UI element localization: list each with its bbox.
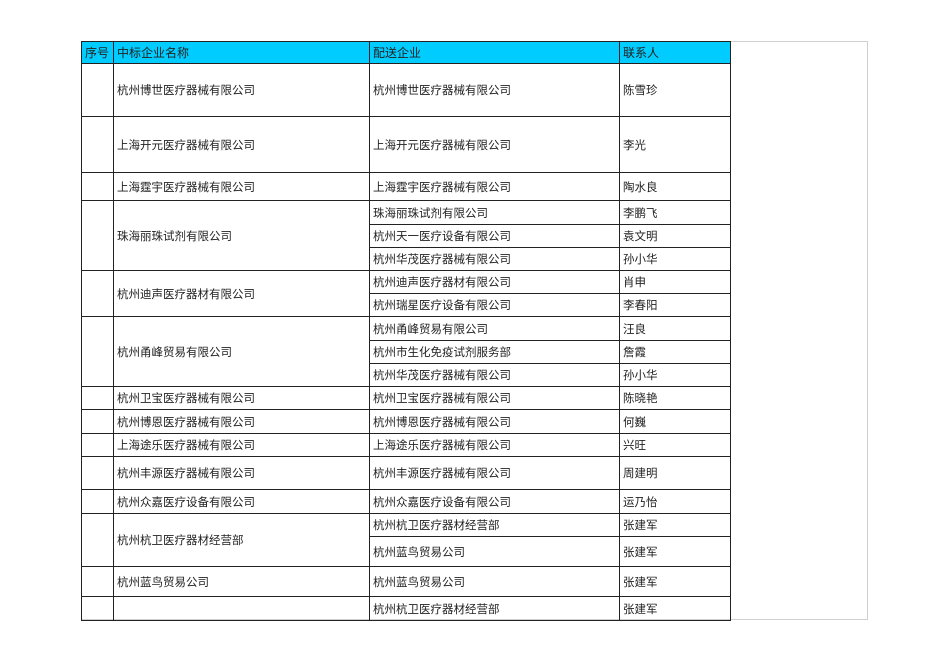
bidder-cell: 上海开元医疗器械有限公司 bbox=[113, 116, 370, 173]
seq-cell bbox=[81, 116, 114, 173]
contact-cell: 张建军 bbox=[619, 513, 731, 537]
table-row: 杭州丰源医疗器械有限公司 杭州丰源医疗器械有限公司 周建明 bbox=[81, 456, 731, 490]
table-row: 杭州杭卫医疗器材经营部 杭州杭卫医疗器材经营部 张建军 bbox=[81, 513, 731, 567]
distributor-cell: 上海开元医疗器械有限公司 bbox=[369, 116, 620, 173]
seq-cell bbox=[81, 456, 114, 490]
distributor-cell: 杭州众嘉医疗设备有限公司 bbox=[369, 489, 620, 514]
distributor-cell: 杭州华茂医疗器械有限公司 bbox=[369, 247, 620, 271]
table-row: 珠海丽珠试剂有限公司 珠海丽珠试剂有限公司 李鹏飞 bbox=[81, 200, 731, 271]
distributor-cell: 杭州天一医疗设备有限公司 bbox=[369, 224, 620, 248]
contact-cell: 运乃怡 bbox=[619, 489, 731, 514]
bidder-cell: 杭州甬峰贸易有限公司 bbox=[113, 316, 370, 387]
bidder-cell: 杭州杭卫医疗器材经营部 bbox=[113, 513, 370, 567]
distributor-cell: 上海途乐医疗器械有限公司 bbox=[369, 433, 620, 457]
seq-cell bbox=[81, 513, 114, 567]
seq-cell bbox=[81, 172, 114, 201]
supplier-table: 序号 中标企业名称 配送企业 联系人 杭州博世医疗器械有限公司 杭州博世医疗器械有… bbox=[81, 41, 731, 621]
contact-cell: 张建军 bbox=[619, 536, 731, 567]
seq-cell bbox=[81, 270, 114, 317]
seq-cell bbox=[81, 386, 114, 410]
distributor-cell: 杭州蓝鸟贸易公司 bbox=[369, 566, 620, 597]
contact-cell: 陶水良 bbox=[619, 172, 731, 201]
contact-cell: 李春阳 bbox=[619, 293, 731, 317]
contact-cell: 周建明 bbox=[619, 456, 731, 490]
seq-cell bbox=[81, 566, 114, 597]
contact-cell: 陈晓艳 bbox=[619, 386, 731, 410]
distributor-cell: 杭州迪声医疗器材有限公司 bbox=[369, 270, 620, 294]
seq-cell bbox=[81, 200, 114, 271]
bidder-cell: 杭州蓝鸟贸易公司 bbox=[113, 566, 370, 597]
contact-cell: 张建军 bbox=[619, 596, 731, 621]
distributor-cell: 杭州丰源医疗器械有限公司 bbox=[369, 456, 620, 490]
contact-cell: 孙小华 bbox=[619, 363, 731, 387]
table-row: 杭州蓝鸟贸易公司 张建军 bbox=[82, 536, 731, 567]
bidder-cell: 杭州卫宝医疗器械有限公司 bbox=[113, 386, 370, 410]
distributor-cell: 杭州市生化免疫试剂服务部 bbox=[369, 340, 620, 364]
bidder-cell: 杭州博世医疗器械有限公司 bbox=[113, 63, 370, 117]
table-row: 上海开元医疗器械有限公司 上海开元医疗器械有限公司 李光 bbox=[81, 116, 731, 173]
bidder-cell: 上海途乐医疗器械有限公司 bbox=[113, 433, 370, 457]
bidder-cell: 珠海丽珠试剂有限公司 bbox=[113, 200, 370, 271]
table-row: 杭州迪声医疗器材有限公司 杭州迪声医疗器材有限公司 肖申 bbox=[81, 270, 731, 317]
header-contact: 联系人 bbox=[619, 41, 731, 64]
bidder-cell bbox=[113, 596, 370, 621]
seq-cell bbox=[81, 63, 114, 117]
table-row: 杭州蓝鸟贸易公司 杭州蓝鸟贸易公司 张建军 bbox=[81, 566, 731, 597]
distributor-cell: 珠海丽珠试剂有限公司 bbox=[369, 200, 620, 225]
distributor-cell: 上海霆宇医疗器械有限公司 bbox=[369, 172, 620, 201]
header-row: 序号 中标企业名称 配送企业 联系人 bbox=[81, 41, 731, 64]
bidder-cell: 杭州众嘉医疗设备有限公司 bbox=[113, 489, 370, 514]
distributor-cell: 杭州杭卫医疗器材经营部 bbox=[369, 596, 620, 621]
contact-cell: 詹霞 bbox=[619, 340, 731, 364]
table-row: 杭州天一医疗设备有限公司 袁文明 bbox=[82, 224, 731, 248]
table-row: 上海霆宇医疗器械有限公司 上海霆宇医疗器械有限公司 陶水良 bbox=[81, 172, 731, 201]
bidder-cell: 杭州丰源医疗器械有限公司 bbox=[113, 456, 370, 490]
table-row: 上海途乐医疗器械有限公司 上海途乐医疗器械有限公司 兴旺 bbox=[81, 433, 731, 457]
table-row: 杭州甬峰贸易有限公司 杭州甬峰贸易有限公司 汪良 bbox=[81, 316, 731, 387]
bidder-cell: 上海霆宇医疗器械有限公司 bbox=[113, 172, 370, 201]
distributor-cell: 杭州甬峰贸易有限公司 bbox=[369, 316, 620, 341]
contact-cell: 兴旺 bbox=[619, 433, 731, 457]
contact-cell: 袁文明 bbox=[619, 224, 731, 248]
distributor-cell: 杭州华茂医疗器械有限公司 bbox=[369, 363, 620, 387]
seq-cell bbox=[81, 489, 114, 514]
bidder-cell: 杭州博恩医疗器械有限公司 bbox=[113, 409, 370, 434]
seq-cell bbox=[81, 596, 114, 621]
contact-cell: 汪良 bbox=[619, 316, 731, 341]
header-bidder: 中标企业名称 bbox=[113, 41, 370, 64]
contact-cell: 陈雪珍 bbox=[619, 63, 731, 117]
distributor-cell: 杭州蓝鸟贸易公司 bbox=[369, 536, 620, 567]
contact-cell: 李光 bbox=[619, 116, 731, 173]
seq-cell bbox=[81, 316, 114, 387]
table-row: 杭州卫宝医疗器械有限公司 杭州卫宝医疗器械有限公司 陈晓艳 bbox=[81, 386, 731, 410]
seq-cell bbox=[81, 433, 114, 457]
distributor-cell: 杭州瑞星医疗设备有限公司 bbox=[369, 293, 620, 317]
distributor-cell: 杭州杭卫医疗器材经营部 bbox=[369, 513, 620, 537]
table-row: 杭州华茂医疗器械有限公司 孙小华 bbox=[82, 363, 731, 387]
table-row: 杭州瑞星医疗设备有限公司 李春阳 bbox=[82, 293, 731, 317]
table-row: 杭州杭卫医疗器材经营部 张建军 bbox=[81, 596, 731, 621]
table-row: 杭州博世医疗器械有限公司 杭州博世医疗器械有限公司 陈雪珍 bbox=[81, 63, 731, 117]
distributor-cell: 杭州卫宝医疗器械有限公司 bbox=[369, 386, 620, 410]
contact-cell: 何巍 bbox=[619, 409, 731, 434]
table-row: 杭州众嘉医疗设备有限公司 杭州众嘉医疗设备有限公司 运乃怡 bbox=[81, 489, 731, 514]
table-row: 杭州博恩医疗器械有限公司 杭州博恩医疗器械有限公司 何巍 bbox=[81, 409, 731, 434]
distributor-cell: 杭州博世医疗器械有限公司 bbox=[369, 63, 620, 117]
contact-cell: 孙小华 bbox=[619, 247, 731, 271]
contact-cell: 肖申 bbox=[619, 270, 731, 294]
distributor-cell: 杭州博恩医疗器械有限公司 bbox=[369, 409, 620, 434]
contact-cell: 李鹏飞 bbox=[619, 200, 731, 225]
seq-cell bbox=[81, 409, 114, 434]
bidder-cell: 杭州迪声医疗器材有限公司 bbox=[113, 270, 370, 317]
header-seq: 序号 bbox=[81, 41, 114, 64]
header-distributor: 配送企业 bbox=[369, 41, 620, 64]
contact-cell: 张建军 bbox=[619, 566, 731, 597]
